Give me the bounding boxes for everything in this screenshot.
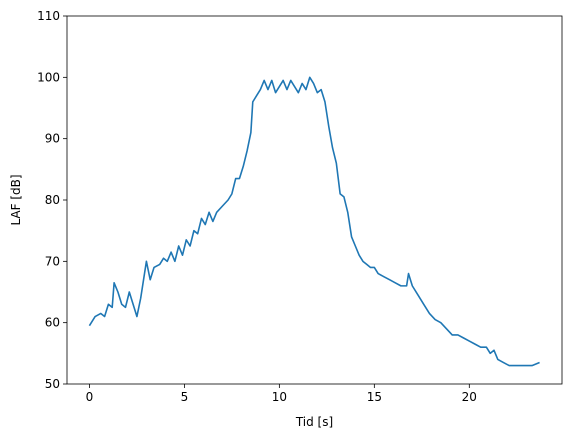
y-tick-label: 110 [37,9,60,23]
x-tick-label: 10 [272,390,287,404]
y-tick-label: 50 [45,377,60,391]
y-tick-label: 80 [45,193,60,207]
x-axis-label: Tid [s] [295,415,333,429]
data-line [88,76,540,367]
y-axis-label: LAF [dB] [9,174,23,225]
y-tick-label: 100 [37,70,60,84]
plot-frame [66,15,563,385]
x-tick-label: 0 [86,390,94,404]
y-tick-label: 60 [45,316,60,330]
x-tick-label: 5 [181,390,189,404]
x-tick-label: 15 [367,390,382,404]
y-tick-label: 70 [45,254,60,268]
y-tick-label: 90 [45,132,60,146]
x-tick-label: 20 [462,390,477,404]
